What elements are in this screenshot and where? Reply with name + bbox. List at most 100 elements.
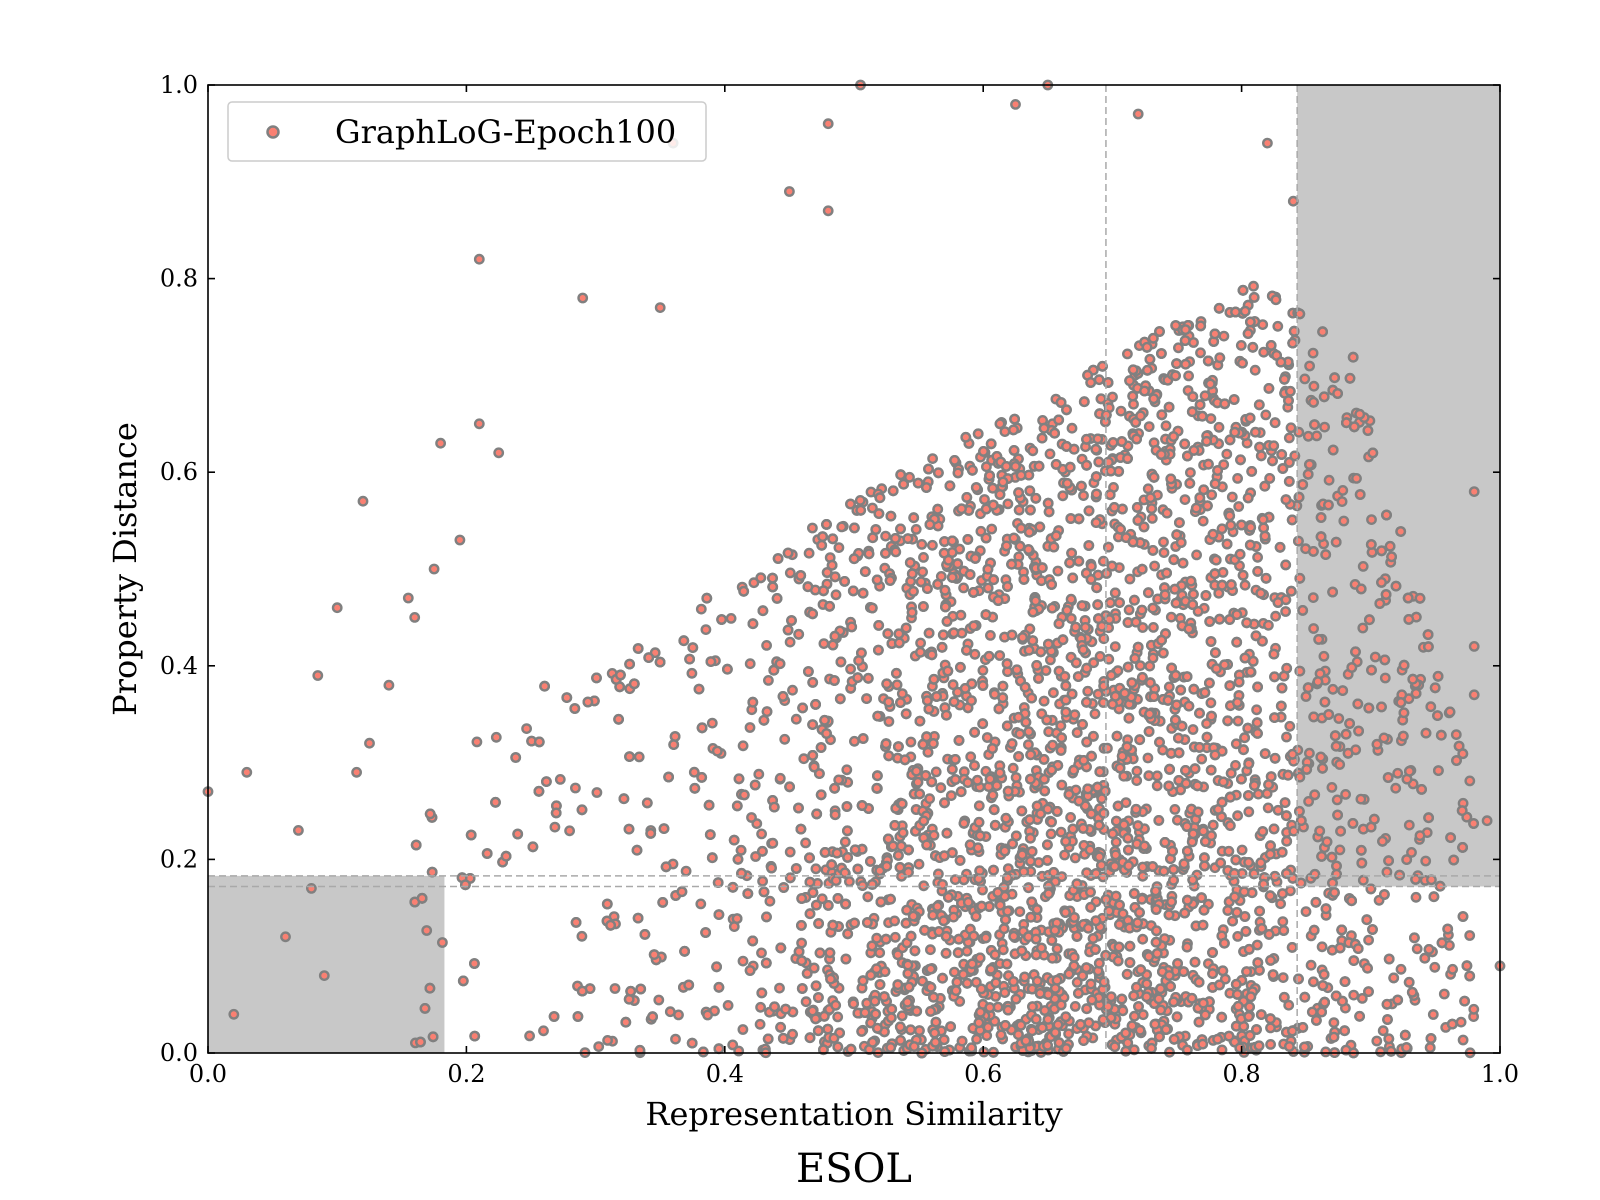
scatter-point [957,969,969,980]
scatter-point [1189,956,1201,968]
scatter-point [1042,839,1053,851]
scatter-point [993,703,1005,715]
scatter-point [1025,504,1036,516]
scatter-point [1055,745,1067,756]
scatter-point [960,431,972,443]
scatter-point [793,946,805,957]
scatter-point [1053,618,1065,630]
scatter-point [1030,933,1042,945]
scatter-point [1090,517,1102,528]
scatter-point [1171,1011,1183,1023]
scatter-point [746,812,757,823]
scatter-point [1394,869,1406,881]
scatter-point [872,710,884,722]
scatter-point [1179,907,1191,919]
scatter-point [967,464,978,476]
scatter-point [647,1011,658,1023]
scatter-point [1036,942,1047,954]
scatter-point [803,666,814,677]
scatter-point [1327,586,1339,598]
scatter-point [1065,593,1077,605]
scatter-point [1218,459,1230,470]
scatter-point [1172,958,1184,969]
scatter-point [980,932,992,944]
scatter-point [973,800,985,812]
scatter-point [943,891,954,903]
scatter-point [1283,456,1295,468]
scatter-point [1185,575,1197,587]
scatter-point [774,982,785,994]
scatter-point [695,898,707,910]
scatter-point [1319,696,1331,708]
scatter-point [1199,390,1211,402]
scatter-point [1091,488,1102,500]
scatter-point [1245,991,1257,1003]
scatter-point [1149,1018,1161,1030]
scatter-point [1104,597,1116,609]
scatter-point [1127,536,1139,548]
scatter-point [1059,849,1071,861]
scatter-point [1318,391,1330,403]
scatter-point [1102,1001,1114,1012]
scatter-point [1157,647,1169,659]
scatter-point [1010,460,1021,472]
scatter-point [866,940,878,952]
shaded-region [208,875,445,1053]
scatter-point [1147,652,1159,664]
scatter-point [952,947,964,959]
scatter-point [922,583,933,594]
scatter-point [1383,1033,1395,1045]
scatter-point [1050,530,1062,542]
scatter-point [1427,1009,1439,1020]
scatter-point [1388,972,1400,984]
scatter-point [1206,489,1218,501]
scatter-point [465,829,477,841]
scatter-point [756,987,768,999]
scatter-point [818,585,829,597]
scatter-point [1138,521,1150,533]
scatter-point [1151,780,1163,792]
scatter-point [999,987,1011,998]
scatter-point [1224,820,1236,831]
scatter-point [1051,974,1063,986]
scatter-point [1173,342,1184,354]
scatter-point [705,656,717,667]
scatter-point [832,1011,844,1023]
scatter-point [1008,930,1020,942]
scatter-point [1043,888,1055,900]
scatter-point [1023,526,1035,538]
scatter-point [521,723,532,734]
scatter-point [591,672,602,684]
scatter-point [1239,732,1251,744]
scatter-point [880,547,891,559]
scatter-point [1192,806,1204,818]
scatter-point [1425,701,1437,713]
scatter-point [1192,780,1203,792]
scatter-point [1233,501,1245,512]
scatter-point [1222,905,1234,916]
scatter-point [1401,854,1413,865]
scatter-point [541,776,552,787]
scatter-point [927,909,939,921]
scatter-point [925,1006,936,1017]
scatter-point [1118,819,1130,831]
scatter-point [1173,732,1184,744]
scatter-point [1044,448,1056,460]
scatter-point [979,494,990,505]
scatter-point [890,533,901,544]
scatter-point [829,809,841,821]
scatter-point [1107,437,1119,448]
scatter-point [609,983,621,994]
scatter-point [1351,472,1362,484]
scatter-point [961,945,973,957]
scatter-point [1230,854,1242,866]
scatter-point [738,585,750,597]
scatter-point [945,1021,956,1032]
scatter-point [1131,501,1143,513]
scatter-point [1442,923,1454,935]
scatter-point [1082,685,1094,697]
scatter-point [1233,676,1245,688]
scatter-point [1124,375,1136,387]
scatter-point [1087,933,1099,944]
scatter-point [856,1026,868,1037]
